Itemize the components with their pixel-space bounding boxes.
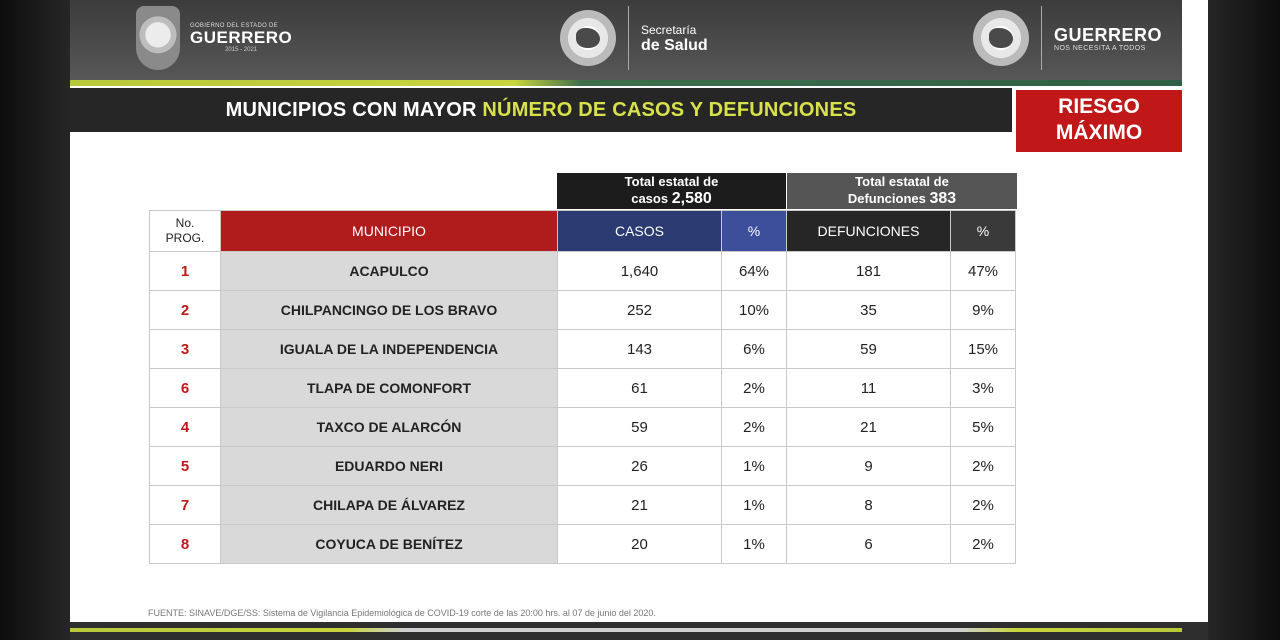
row-municipio: CHILAPA DE ÁLVAREZ: [220, 485, 558, 525]
row-defunciones: 9: [786, 446, 951, 486]
row-casos-pct: 2%: [721, 368, 787, 408]
col-no-prog: No. PROG.: [149, 210, 221, 252]
row-no: 2: [149, 290, 221, 330]
municipios-table: No. PROG. MUNICIPIO CASOS % DEFUNCIONES …: [149, 210, 1016, 564]
row-casos-pct: 64%: [721, 251, 787, 291]
table-row: 3 IGUALA DE LA INDEPENDENCIA 143 6% 59 15%: [149, 329, 1016, 369]
header-bar: GOBIERNO DEL ESTADO DE GUERRERO 2015 - 2…: [70, 0, 1182, 80]
row-municipio: COYUCA DE BENÍTEZ: [220, 524, 558, 564]
row-municipio: IGUALA DE LA INDEPENDENCIA: [220, 329, 558, 369]
row-no: 7: [149, 485, 221, 525]
guerrero-logo: GUERRERO NOS NECESITA A TODOS: [973, 6, 1162, 70]
row-def-pct: 3%: [950, 368, 1016, 408]
row-def-pct: 15%: [950, 329, 1016, 369]
row-def-pct: 5%: [950, 407, 1016, 447]
col-casos-pct: %: [721, 210, 787, 252]
risk-badge: RIESGO MÁXIMO: [1016, 90, 1182, 152]
row-no: 3: [149, 329, 221, 369]
total-casos-box: Total estatal de casos 2,580: [557, 173, 786, 209]
table-row: 5 EDUARDO NERI 26 1% 9 2%: [149, 446, 1016, 486]
row-def-pct: 2%: [950, 485, 1016, 525]
row-casos: 20: [557, 524, 722, 564]
table-row: 7 CHILAPA DE ÁLVAREZ 21 1% 8 2%: [149, 485, 1016, 525]
row-municipio: ACAPULCO: [220, 251, 558, 291]
row-casos-pct: 2%: [721, 407, 787, 447]
row-defunciones: 35: [786, 290, 951, 330]
table-row: 6 TLAPA DE COMONFORT 61 2% 11 3%: [149, 368, 1016, 408]
table-row: 1 ACAPULCO 1,640 64% 181 47%: [149, 251, 1016, 291]
secretaria-logo: Secretaría de Salud: [560, 6, 708, 70]
row-municipio: EDUARDO NERI: [220, 446, 558, 486]
guerrero-emblem-icon-right: [973, 10, 1029, 66]
col-municipio: MUNICIPIO: [220, 210, 558, 252]
header-stripe: [70, 80, 1182, 86]
row-def-pct: 2%: [950, 446, 1016, 486]
row-casos-pct: 6%: [721, 329, 787, 369]
secretaria-line2: de Salud: [641, 36, 708, 54]
table-body: 1 ACAPULCO 1,640 64% 181 47% 2 CHILPANCINGO DE …: [149, 251, 1016, 564]
secretaria-line1: Secretaría: [641, 22, 697, 37]
row-defunciones: 181: [786, 251, 951, 291]
row-casos: 26: [557, 446, 722, 486]
row-casos: 143: [557, 329, 722, 369]
row-casos-pct: 10%: [721, 290, 787, 330]
guerrero-text: GUERRERO: [1054, 24, 1163, 45]
row-no: 6: [149, 368, 221, 408]
row-casos: 61: [557, 368, 722, 408]
row-defunciones: 11: [786, 368, 951, 408]
row-no: 5: [149, 446, 221, 486]
row-defunciones: 6: [786, 524, 951, 564]
page-title: MUNICIPIOS CON MAYOR NÚMERO DE CASOS Y D…: [225, 98, 857, 121]
row-no: 8: [149, 524, 221, 564]
slide: GOBIERNO DEL ESTADO DE GUERRERO 2015 - 2…: [70, 0, 1208, 640]
guerrero-subtext: NOS NECESITA A TODOS: [1054, 44, 1146, 52]
row-casos-pct: 1%: [721, 446, 787, 486]
total-casos-value: 2,580: [671, 190, 712, 207]
source-footnote: FUENTE: SINAVE/DGE/SS: Sistema de Vigila…: [148, 608, 656, 618]
row-defunciones: 21: [786, 407, 951, 447]
row-casos: 21: [557, 485, 722, 525]
row-municipio: TAXCO DE ALARCÓN: [220, 407, 558, 447]
table-row: 4 TAXCO DE ALARCÓN 59 2% 21 5%: [149, 407, 1016, 447]
gov-years-text: 2015 - 2021: [225, 47, 258, 53]
row-no: 1: [149, 251, 221, 291]
row-defunciones: 59: [786, 329, 951, 369]
gobierno-logo: GOBIERNO DEL ESTADO DE GUERRERO 2015 - 2…: [136, 6, 292, 70]
table-row: 2 CHILPANCINGO DE LOS BRAVO 252 10% 35 9%: [149, 290, 1016, 330]
row-def-pct: 9%: [950, 290, 1016, 330]
row-def-pct: 2%: [950, 524, 1016, 564]
bottom-stripe: [70, 628, 1182, 632]
state-seal-icon: [136, 6, 180, 70]
right-bezel: [1208, 0, 1280, 640]
row-casos-pct: 1%: [721, 485, 787, 525]
row-def-pct: 47%: [950, 251, 1016, 291]
total-defunciones-box: Total estatal de Defunciones 383: [787, 173, 1017, 209]
row-municipio: CHILPANCINGO DE LOS BRAVO: [220, 290, 558, 330]
gov-small-text: GOBIERNO DEL ESTADO DE: [190, 23, 278, 29]
title-bar: MUNICIPIOS CON MAYOR NÚMERO DE CASOS Y D…: [70, 88, 1012, 132]
total-defunciones-value: 383: [929, 190, 957, 207]
row-casos: 59: [557, 407, 722, 447]
gov-big-text: GUERRERO: [190, 28, 293, 47]
table-row: 8 COYUCA DE BENÍTEZ 20 1% 6 2%: [149, 524, 1016, 564]
col-defunciones: DEFUNCIONES: [786, 210, 951, 252]
col-casos: CASOS: [557, 210, 722, 252]
row-casos-pct: 1%: [721, 524, 787, 564]
left-bezel: [0, 0, 70, 640]
col-def-pct: %: [950, 210, 1016, 252]
row-no: 4: [149, 407, 221, 447]
row-defunciones: 8: [786, 485, 951, 525]
guerrero-emblem-icon: [560, 10, 616, 66]
row-casos: 252: [557, 290, 722, 330]
row-municipio: TLAPA DE COMONFORT: [220, 368, 558, 408]
row-casos: 1,640: [557, 251, 722, 291]
